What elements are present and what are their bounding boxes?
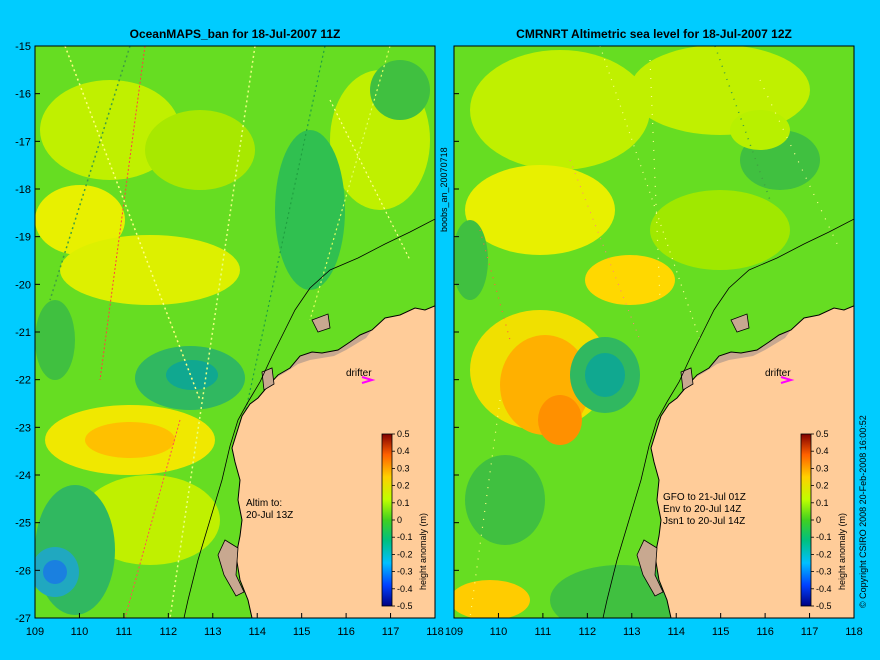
panel-right: CMRNRT Altimetric sea level for 18-Jul-2…: [445, 27, 863, 638]
y-tick-label: -27: [15, 613, 31, 625]
x-tick-label: 118: [845, 626, 863, 638]
colorbar-tick-label: 0.5: [816, 429, 829, 439]
drifter-label: drifter: [346, 368, 372, 379]
colorbar-tick-label: -0.4: [816, 584, 832, 594]
panel-right-title: CMRNRT Altimetric sea level for 18-Jul-2…: [516, 27, 792, 41]
panel-left-title: OceanMAPS_ban for 18-Jul-2007 11Z: [130, 27, 341, 41]
panel-left: OceanMAPS_ban for 18-Jul-2007 11Z drifte…: [15, 27, 444, 638]
x-tick-label: 115: [293, 626, 311, 638]
map-left: [35, 46, 435, 618]
colorbar-label: height anomaly (m): [418, 513, 428, 590]
x-tick-label: 116: [756, 626, 774, 638]
y-tick-label: -17: [15, 136, 31, 148]
y-tick-label: -23: [15, 422, 31, 434]
x-tick-label: 115: [712, 626, 730, 638]
y-tick-label: -18: [15, 184, 31, 196]
center-side-label: boobs_an_20070718: [439, 147, 449, 232]
x-tick-label: 113: [623, 626, 641, 638]
colorbar-tick-label: -0.2: [397, 549, 413, 559]
altim-annotation: Altim to: 20-Jul 13Z: [246, 498, 293, 521]
colorbar-tick-label: -0.4: [397, 584, 413, 594]
annotation-line: Altim to:: [246, 498, 282, 509]
colorbar-tick-label: 0: [816, 515, 821, 525]
y-tick-label: -20: [15, 279, 31, 291]
colorbar-tick-label: 0.2: [816, 481, 829, 491]
colorbar-tick-label: 0.3: [397, 463, 410, 473]
colorbar-tick-label: -0.1: [816, 532, 832, 542]
colorbar-label: height anomaly (m): [837, 513, 847, 590]
x-tick-label: 112: [579, 626, 597, 638]
drifter-marker-right: drifter: [765, 368, 795, 384]
colorbar-tick-label: -0.2: [816, 549, 832, 559]
y-tick-label: -22: [15, 375, 31, 387]
drifter-marker-left: drifter: [346, 368, 376, 384]
x-tick-label: 111: [116, 626, 133, 638]
colorbar-tick-label: 0.2: [397, 481, 410, 491]
x-tick-label: 117: [382, 626, 400, 638]
annotation-line: GFO to 21-Jul 01Z: [663, 492, 746, 503]
colorbar-tick-label: -0.5: [816, 601, 832, 611]
colorbar-ticks-right: 0.5 0.4 0.3 0.2 0.1 0 -0.1 -0.2 -0.3 -0.4 -0.5: [811, 429, 832, 611]
colorbar-right: 0.5 0.4 0.3 0.2 0.1 0 -0.1 -0.2 -0.3 -0.4 -0.5 hei…: [800, 429, 847, 611]
drifter-label: drifter: [765, 368, 791, 379]
x-tick-label: 114: [248, 626, 266, 638]
colorbar-tick-label: 0.4: [816, 446, 829, 456]
x-axis-left: 109 110 111 112 113 114 115 116 117 118: [26, 613, 444, 638]
x-tick-label: 110: [490, 626, 508, 638]
y-tick-label: -24: [15, 470, 31, 482]
colorbar-tick-label: 0: [397, 515, 402, 525]
x-tick-label: 116: [337, 626, 355, 638]
colorbar-tick-label: 0.1: [397, 498, 410, 508]
x-tick-label: 113: [204, 626, 222, 638]
drifter-arrow-icon: [361, 376, 376, 384]
colorbar-left: 0.5 0.4 0.3 0.2 0.1 0 -0.1 -0.2 -0.3 -0.4 -0.5 hei…: [381, 429, 428, 611]
colorbar-tick-label: -0.3: [397, 567, 413, 577]
map-right: [454, 46, 854, 618]
x-tick-label: 117: [801, 626, 819, 638]
drifter-arrow-icon: [780, 376, 795, 384]
x-tick-label: 111: [535, 626, 552, 638]
colorbar-tick-label: 0.5: [397, 429, 410, 439]
y-axis-left: -15 -16 -17 -18 -19 -20 -21 -22 -23 -24 -25 -26 -27: [15, 41, 40, 625]
x-tick-label: 112: [160, 626, 178, 638]
x-tick-label: 114: [667, 626, 685, 638]
y-tick-label: -16: [15, 89, 31, 101]
colorbar-tick-label: -0.3: [816, 567, 832, 577]
colorbar-tick-label: 0.1: [816, 498, 829, 508]
y-tick-label: -21: [15, 327, 31, 339]
colorbar-tick-label: -0.5: [397, 601, 413, 611]
copyright-label: © Copyright CSIRO 2008 20-Feb-2008 16:00…: [858, 415, 868, 608]
colorbar-tick-label: -0.1: [397, 532, 413, 542]
colorbar-ticks-left: 0.5 0.4 0.3 0.2 0.1 0 -0.1 -0.2 -0.3 -0.4 -0.5: [392, 429, 413, 611]
y-tick-label: -25: [15, 518, 31, 530]
x-tick-label: 109: [26, 626, 44, 638]
x-tick-label: 118: [426, 626, 444, 638]
y-tick-label: -19: [15, 232, 31, 244]
colorbar-tick-label: 0.4: [397, 446, 410, 456]
x-tick-label: 110: [71, 626, 89, 638]
satellite-annotation: GFO to 21-Jul 01Z Env to 20-Jul 14Z Jsn1…: [663, 492, 746, 527]
x-tick-label: 109: [445, 626, 463, 638]
colorbar-tick-label: 0.3: [816, 463, 829, 473]
annotation-line: Env to 20-Jul 14Z: [663, 504, 741, 515]
annotation-line: 20-Jul 13Z: [246, 510, 293, 521]
y-tick-label: -26: [15, 565, 31, 577]
x-axis-right: 109 110 111 112 113 114 115 116 117 118: [445, 613, 863, 638]
y-tick-label: -15: [15, 41, 31, 53]
annotation-line: Jsn1 to 20-Jul 14Z: [663, 516, 745, 527]
